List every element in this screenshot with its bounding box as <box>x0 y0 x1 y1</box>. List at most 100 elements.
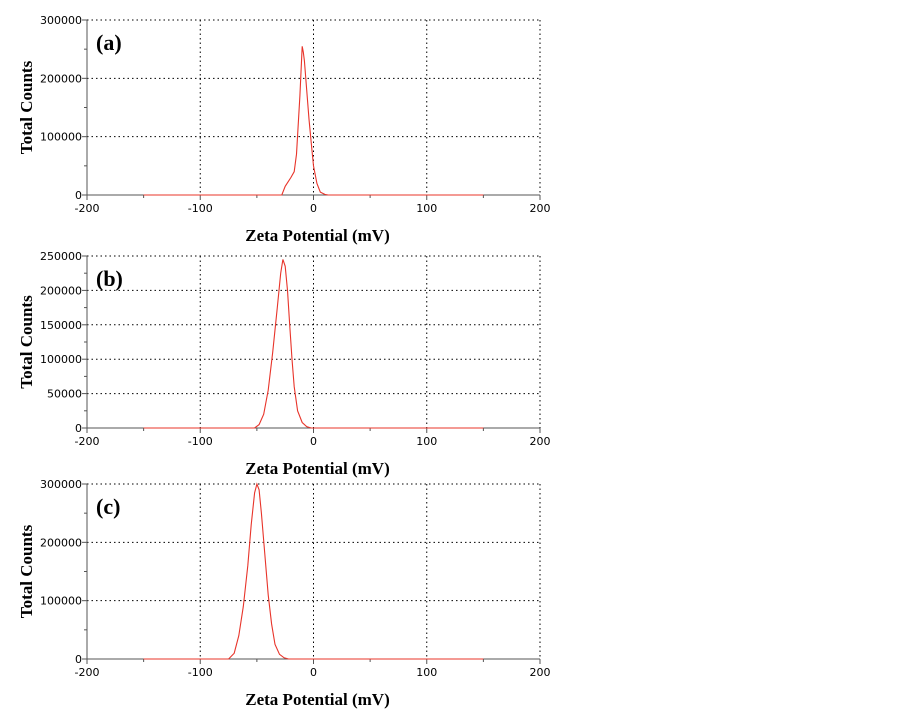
data-point <box>288 658 289 659</box>
data-point <box>316 183 317 184</box>
data-point <box>294 386 295 387</box>
data-point <box>271 623 272 624</box>
data-point <box>254 427 255 428</box>
data-point <box>287 290 288 291</box>
zeta-distribution-series <box>143 259 484 429</box>
y-tick-label: 0 <box>75 422 82 435</box>
y-tick-label: 300000 <box>40 14 82 27</box>
x-tick-label: -100 <box>188 435 213 448</box>
x-tick-label: 200 <box>530 435 551 448</box>
x-tick-label: 0 <box>310 666 317 679</box>
data-point <box>313 427 314 428</box>
data-point <box>268 594 269 595</box>
y-axis-title: Total Counts <box>17 295 36 389</box>
data-point <box>283 657 284 658</box>
chart-panel-1: -200 -100 0 100 200 0 100000 200000 300000 (a) Zet… <box>17 14 551 245</box>
x-tick-label: -200 <box>75 435 100 448</box>
data-point <box>294 171 295 172</box>
data-point <box>303 51 304 52</box>
panel-label: (c) <box>96 494 120 519</box>
y-tick-label: 300000 <box>40 478 82 491</box>
data-point <box>259 424 260 425</box>
data-point <box>291 359 292 360</box>
data-point <box>328 194 329 195</box>
x-tick-label: 0 <box>310 435 317 448</box>
y-tick-label: 250000 <box>40 250 82 263</box>
data-point <box>228 658 229 659</box>
data-point <box>302 422 303 423</box>
data-point <box>243 606 244 607</box>
data-point <box>296 154 297 155</box>
data-point <box>279 654 280 655</box>
data-point <box>251 524 252 525</box>
data-point <box>281 194 282 195</box>
data-point <box>143 427 144 428</box>
data-point <box>272 352 273 353</box>
data-point <box>313 165 314 166</box>
data-point <box>290 177 291 178</box>
data-point <box>483 427 484 428</box>
y-tick-label: 50000 <box>47 388 82 401</box>
y-tick-label: 100000 <box>40 131 82 144</box>
x-tick-label: 100 <box>416 435 437 448</box>
data-point <box>299 95 300 96</box>
panel-label: (a) <box>96 30 122 55</box>
data-point <box>330 194 331 195</box>
data-point <box>263 414 264 415</box>
x-axis-title: Zeta Potential (mV) <box>245 226 389 245</box>
chart-panel-3: -200 -100 0 100 200 0 100000 200000 300000 (c) Zet… <box>17 478 551 709</box>
data-point <box>306 89 307 90</box>
y-tick-label: 100000 <box>40 595 82 608</box>
y-axis-title: Total Counts <box>17 524 36 618</box>
y-tick-label: 100000 <box>40 353 82 366</box>
x-axis-title: Zeta Potential (mV) <box>245 690 389 709</box>
data-point <box>285 186 286 187</box>
x-tick-label: -100 <box>188 666 213 679</box>
y-tick-label: 0 <box>75 189 82 202</box>
y-tick-label: 200000 <box>40 284 82 297</box>
data-point <box>324 194 325 195</box>
x-axis-title: Zeta Potential (mV) <box>245 459 389 478</box>
y-tick-label: 200000 <box>40 536 82 549</box>
data-point <box>308 119 309 120</box>
data-point <box>483 194 484 195</box>
data-point <box>311 142 312 143</box>
data-point <box>143 194 144 195</box>
data-point <box>247 565 248 566</box>
data-point <box>320 191 321 192</box>
x-tick-label: -100 <box>188 202 213 215</box>
data-point <box>268 390 269 391</box>
data-point <box>280 273 281 274</box>
data-point <box>306 426 307 427</box>
data-point <box>282 259 283 260</box>
x-tick-label: 100 <box>416 666 437 679</box>
data-point <box>274 644 275 645</box>
x-tick-label: 0 <box>310 202 317 215</box>
data-point <box>311 427 312 428</box>
zeta-distribution-series <box>143 46 484 196</box>
data-point <box>261 513 262 514</box>
data-point <box>256 483 257 484</box>
y-tick-label: 0 <box>75 653 82 666</box>
data-point <box>483 658 484 659</box>
zeta-distribution-series <box>143 482 484 660</box>
x-tick-label: 200 <box>530 666 551 679</box>
data-point <box>277 307 278 308</box>
data-point <box>304 60 305 61</box>
x-tick-label: 100 <box>416 202 437 215</box>
x-tick-label: 200 <box>530 202 551 215</box>
data-point <box>238 635 239 636</box>
data-point <box>297 410 298 411</box>
y-tick-label: 150000 <box>40 319 82 332</box>
panel-label: (b) <box>96 266 123 291</box>
x-tick-label: -200 <box>75 666 100 679</box>
data-point <box>264 553 265 554</box>
data-point <box>143 658 144 659</box>
y-tick-label: 200000 <box>40 72 82 85</box>
data-point <box>289 324 290 325</box>
data-point <box>254 492 255 493</box>
data-point <box>302 46 303 47</box>
y-axis-title: Total Counts <box>17 60 36 154</box>
chart-panel-2: -200 -100 0 100 200 0 50000 100000 150000 200000 2… <box>17 250 551 478</box>
